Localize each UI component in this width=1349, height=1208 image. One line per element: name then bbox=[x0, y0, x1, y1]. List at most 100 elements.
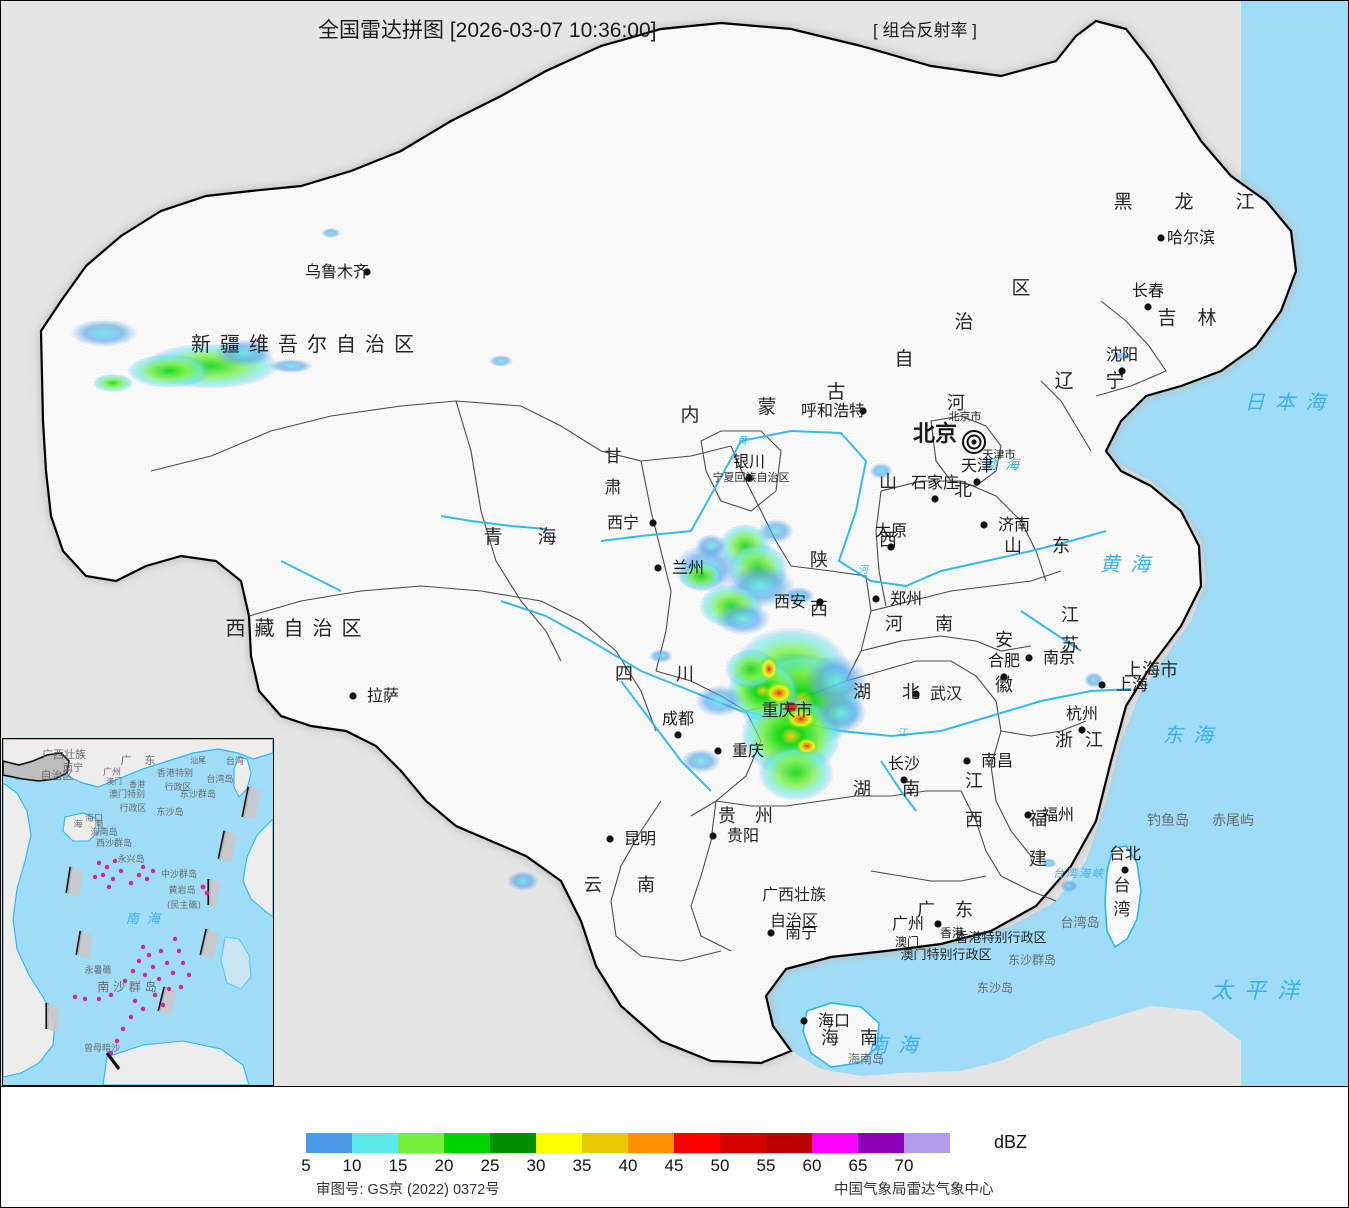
province-label-12: 林 bbox=[1197, 307, 1216, 329]
city-label-29: 南宁 bbox=[785, 923, 817, 942]
colorbar-tick-25: 25 bbox=[480, 1156, 500, 1175]
city-label-17: 合肥 bbox=[988, 651, 1020, 670]
city-marker-13 bbox=[649, 519, 657, 527]
inset-label-10: 澳门 bbox=[106, 776, 122, 786]
city-label-32: 拉萨 bbox=[367, 686, 399, 705]
province-label-22: 河 bbox=[947, 393, 965, 414]
city-label-10: 太原 bbox=[875, 521, 907, 540]
province-label-14: 宁 bbox=[1105, 370, 1124, 392]
province-label-20: 山 bbox=[879, 472, 897, 493]
city-label-12: 银川 bbox=[733, 452, 765, 471]
colorbar-swatch-0[interactable] bbox=[306, 1133, 352, 1153]
colorbar-swatch-13[interactable] bbox=[904, 1133, 950, 1153]
colorbar-swatch-10[interactable] bbox=[766, 1133, 812, 1153]
city-marker-1 bbox=[1157, 234, 1165, 242]
colorbar-swatch-9[interactable] bbox=[720, 1133, 766, 1153]
province-label-29: 苏 bbox=[1061, 635, 1079, 656]
province-label-33: 浙 bbox=[1055, 730, 1073, 751]
province-label-36: 川 bbox=[676, 664, 694, 685]
colorbar-tick-30: 30 bbox=[526, 1156, 546, 1175]
colorbar-swatch-2[interactable] bbox=[398, 1133, 444, 1153]
province-label-10: 黑 龙 江 bbox=[1113, 191, 1272, 213]
province-label-44: 福 bbox=[1029, 809, 1047, 830]
colorbar-tick-35: 35 bbox=[572, 1156, 592, 1175]
city-label-1: 哈尔滨 bbox=[1167, 228, 1215, 247]
province-label-25: 南 bbox=[935, 614, 953, 635]
province-label-3: 海 bbox=[537, 526, 556, 548]
province-label-18: 陕 bbox=[810, 550, 828, 571]
inset-label-14: 台湾岛 bbox=[206, 773, 233, 785]
island-label-4: 东沙群岛 bbox=[1008, 952, 1056, 967]
province-label-16: 肃 bbox=[605, 478, 622, 498]
province-label-9: 区 bbox=[1011, 277, 1030, 299]
colorbar-swatch-5[interactable] bbox=[536, 1133, 582, 1153]
colorbar-swatch-1[interactable] bbox=[352, 1133, 398, 1153]
city-label-28: 昆明 bbox=[624, 829, 656, 848]
china-landmass bbox=[39, 19, 1298, 1065]
ocean-layer bbox=[761, 1, 1348, 1086]
map-approval-number: 审图号: GS京 (2022) 0372号 bbox=[316, 1182, 500, 1198]
colorbar-swatch-11[interactable] bbox=[812, 1133, 858, 1153]
province-label-0: 新疆维吾尔自治区 bbox=[191, 332, 423, 356]
inset-label-17: 海口 bbox=[85, 812, 103, 824]
city-marker-3 bbox=[1118, 367, 1126, 375]
province-label-15: 甘 bbox=[605, 447, 622, 467]
city-marker-22 bbox=[900, 776, 908, 784]
province-label-26: 山 bbox=[1004, 536, 1022, 557]
province-label-8: 治 bbox=[954, 311, 973, 333]
city-marker-20 bbox=[1078, 726, 1086, 734]
sea-labels: 日 本 海黄 海 渤 海东 海南 海 太 平 洋 台湾海峡 bbox=[868, 390, 1327, 1057]
city-marker-19 bbox=[1098, 681, 1106, 689]
city-label-19: 上海 bbox=[1116, 675, 1148, 694]
colorbar-swatch-12[interactable] bbox=[858, 1133, 904, 1153]
province-label-40: 湖 bbox=[853, 779, 871, 800]
province-label-48: 云 bbox=[584, 875, 602, 896]
inset-label-9: 行政区 bbox=[119, 802, 146, 814]
province-label-47: 州 bbox=[755, 806, 773, 827]
colorbar-swatch-8[interactable] bbox=[674, 1133, 720, 1153]
province-label-28: 江 bbox=[1061, 605, 1079, 626]
city-label-18: 南京 bbox=[1043, 648, 1075, 667]
island-label-5: 东沙岛 bbox=[977, 980, 1013, 995]
river-label-2: 江 bbox=[897, 727, 908, 739]
province-label-46: 贵 bbox=[718, 806, 736, 827]
river-labels: 黄河江 bbox=[737, 435, 908, 739]
national-radar-map[interactable]: 日 本 海黄 海渤 海东 海南 海太 平 洋台湾海峡 黄河江 钓鱼岛 赤尾屿 台湾岛… bbox=[0, 0, 1349, 1087]
inset-label-13: 台湾 bbox=[226, 755, 244, 767]
province-label-55: 南 bbox=[860, 1028, 878, 1049]
south-china-sea-inset-map[interactable]: 广西壮族 自治区 南宁广东广州 香港特别 行政区 澳门特别 行政区 澳门 香港 汕尾 台湾 台湾岛 东沙… bbox=[2, 738, 274, 1086]
province-label-59: 澳门特别行政区 bbox=[900, 947, 991, 963]
inset-label-20: 海南岛 bbox=[90, 826, 117, 838]
inset-label-4: 东 bbox=[145, 754, 156, 767]
city-label-15: 西安 bbox=[774, 592, 806, 611]
inset-label-18: 海 bbox=[73, 818, 82, 830]
island-label-1: 赤尾屿 bbox=[1212, 813, 1254, 829]
province-label-6: 古 bbox=[826, 381, 845, 403]
city-marker-14 bbox=[654, 564, 662, 572]
province-label-13: 辽 bbox=[1054, 370, 1073, 392]
colorbar-tick-20: 20 bbox=[434, 1156, 454, 1175]
province-label-32: 上海市 bbox=[1124, 660, 1178, 681]
inset-label-8: 澳门特别 bbox=[109, 788, 145, 800]
inset-label-19: 南 bbox=[94, 818, 103, 830]
city-label-13: 西宁 bbox=[607, 513, 639, 532]
colorbar-swatch-3[interactable] bbox=[444, 1133, 490, 1153]
province-label-43: 西 bbox=[965, 810, 983, 831]
colorbar-swatch-7[interactable] bbox=[628, 1133, 674, 1153]
city-marker-10 bbox=[887, 543, 895, 551]
colorbar-swatch-6[interactable] bbox=[582, 1133, 628, 1153]
dbz-unit-label: dBZ bbox=[994, 1132, 1028, 1152]
sea-label-2: 渤 海 bbox=[983, 457, 1021, 473]
colorbar-swatch-4[interactable] bbox=[490, 1133, 536, 1153]
dbz-colorbar[interactable] bbox=[306, 1133, 950, 1153]
sea-label-1: 黄 海 bbox=[1100, 552, 1153, 576]
province-label-34: 江 bbox=[1085, 730, 1103, 751]
province-label-7: 自 bbox=[894, 348, 913, 370]
city-label-16: 郑州 bbox=[890, 589, 922, 608]
